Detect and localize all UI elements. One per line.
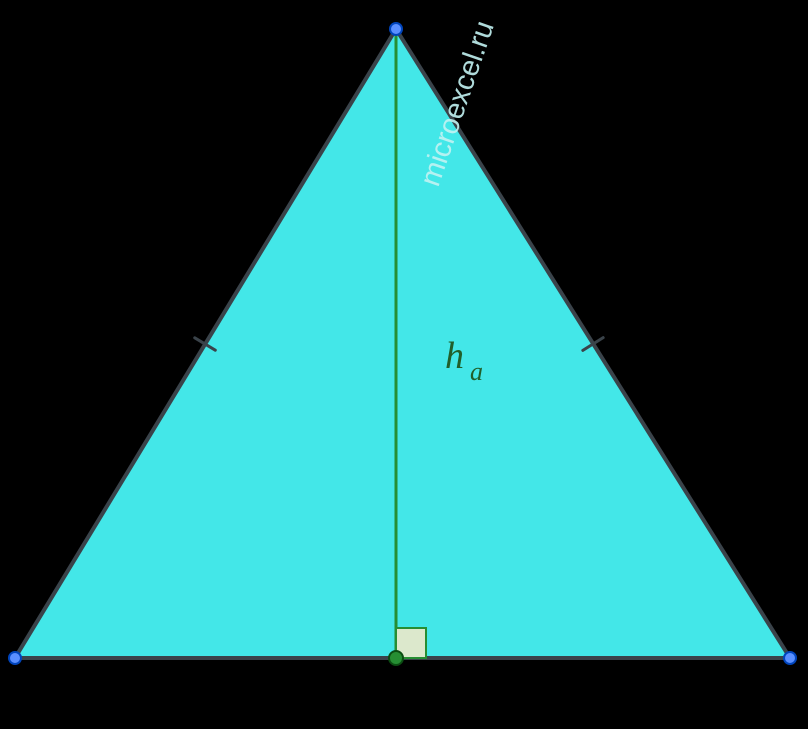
altitude-label-h: h (445, 335, 464, 377)
vertex-point (784, 652, 796, 664)
side-label-b-left: b (170, 303, 187, 340)
vertex-point (9, 652, 21, 664)
side-label-a: a (388, 677, 405, 714)
triangle-fill (15, 29, 790, 658)
vertex-point (390, 23, 402, 35)
side-label-b-right: b (618, 303, 635, 340)
altitude-label-h-sub: a (470, 357, 483, 386)
altitude-foot-point (389, 651, 403, 665)
